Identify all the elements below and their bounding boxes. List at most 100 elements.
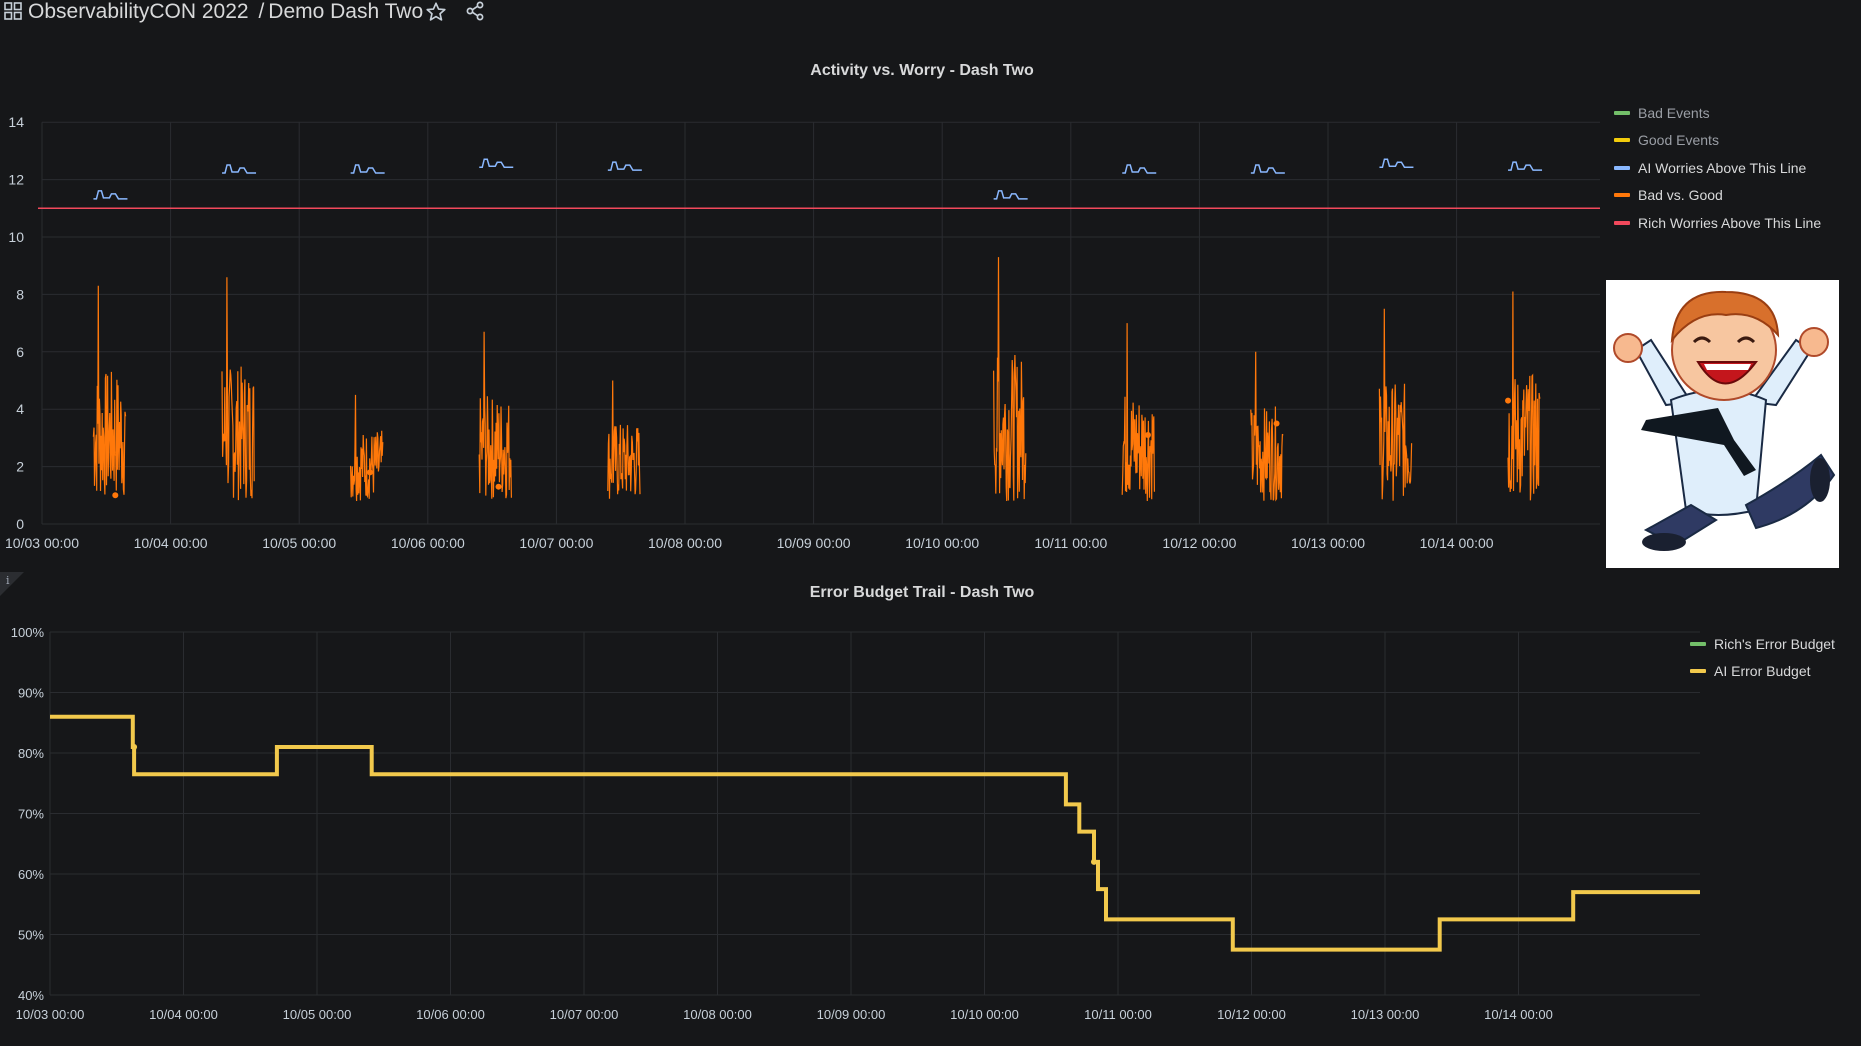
share-icon[interactable] [465,1,485,21]
series-bad-vs-good-burst [350,394,384,502]
x-tick-label: 10/09 00:00 [777,535,851,551]
series-ai-worries-segment [1122,164,1157,174]
activity-chart: 0 2 4 6 8 10 12 14 10/03 00:00 10/04 00:00 10/05 0… [5,114,1600,551]
x-tick-label: 10/03 00:00 [5,535,79,551]
y-tick-label: 90% [18,686,44,701]
panel-title-error-budget[interactable]: Error Budget Trail - Dash Two [809,584,1035,601]
x-tick-label: 10/14 00:00 [1420,535,1494,551]
series-bad-vs-good-point [1144,432,1151,439]
series-bad-vs-good-point [1505,397,1512,404]
y-tick-label: 100% [11,625,45,640]
activity-grid [41,121,1600,525]
legend-label: Bad vs. Good [1638,187,1723,204]
breadcrumb-dashboard-title[interactable]: Demo Dash Two [268,0,424,23]
series-bad-vs-good-burst [1250,351,1284,502]
x-tick-label: 10/08 00:00 [683,1007,752,1022]
dashboard-header: ObservabilityCON 2022 /Demo Dash Two [0,0,1861,26]
x-tick-label: 10/06 00:00 [416,1007,485,1022]
y-tick-label: 14 [8,114,24,130]
legend-label: Rich's Error Budget [1714,635,1835,652]
x-tick-label: 10/11 00:00 [1034,535,1107,551]
panel-info-corner[interactable] [0,572,24,596]
series-ai-worries-segment [222,164,257,174]
series-bad-vs-good-burst [1507,291,1541,501]
series-ai-worries-segment [93,190,128,200]
legend-label: Bad Events [1638,104,1710,121]
legend-swatch [1690,641,1706,646]
legend-item[interactable]: Rich's Error Budget [1690,630,1835,658]
series-ai-worries-segment [350,164,385,174]
breadcrumb-folder[interactable]: ObservabilityCON 2022 [28,0,249,23]
y-tick-label: 6 [16,344,24,360]
series-ai-worries-segment [1379,158,1414,168]
legend-item[interactable]: Bad vs. Good [1614,182,1821,210]
legend-label: Rich Worries Above This Line [1638,214,1822,231]
legend-label: AI Worries Above This Line [1638,159,1807,176]
x-tick-label: 10/12 00:00 [1162,535,1236,551]
y-tick-label: 50% [18,928,44,943]
series-bad-vs-good-burst [993,257,1027,502]
legend-item[interactable]: Rich Worries Above This Line [1614,209,1821,237]
series-ai-error-budget [50,714,1700,952]
series-bad-vs-good-burst [1378,308,1413,501]
legend-swatch [1614,165,1630,170]
x-tick-label: 10/05 00:00 [262,535,336,551]
cartoon-boy-illustration [1613,290,1836,551]
breadcrumb-separator: / [258,0,265,23]
series-ai-worries-segment [607,161,642,171]
series-ai-worries-segment [993,190,1028,200]
series-ai-worries-segment [479,158,514,168]
x-tick-label: 10/09 00:00 [817,1007,886,1022]
x-tick-label: 10/04 00:00 [134,535,208,551]
y-tick-label: 80% [18,746,44,761]
x-tick-label: 10/10 00:00 [950,1007,1019,1022]
info-icon[interactable]: i [6,574,10,587]
y-tick-label: 60% [18,867,44,882]
y-tick-label: 70% [18,807,44,822]
legend-item[interactable]: AI Error Budget [1690,658,1835,686]
legend-swatch [1690,669,1706,674]
x-tick-label: 10/08 00:00 [648,535,722,551]
star-icon[interactable] [425,1,447,23]
series-ai-error-budget-point [1090,858,1097,865]
series-ai-error-budget-point [131,743,138,750]
legend-item[interactable]: AI Worries Above This Line [1614,154,1821,182]
activity-legend: Bad Events Good Events AI Worries Above Th… [1614,99,1821,237]
y-tick-label: 40% [18,988,44,1003]
panel-title-activity[interactable]: Activity vs. Worry - Dash Two [810,62,1034,79]
series-bad-vs-good-burst [92,285,127,495]
series-bad-vs-good-point [109,449,116,456]
legend-item[interactable]: Good Events [1614,127,1821,155]
y-tick-label: 8 [16,286,24,302]
x-tick-label: 10/14 00:00 [1484,1007,1553,1022]
x-tick-label: 10/12 00:00 [1217,1007,1286,1022]
grid-icon[interactable] [4,2,22,20]
series-bad-vs-good-burst [607,380,641,499]
series-ai-worries-segment [1250,164,1285,174]
series-ai-worries-segment [1508,161,1543,171]
series-bad-vs-good-burst [478,331,512,499]
error-budget-legend: Rich's Error Budget AI Error Budget [1690,630,1835,685]
x-tick-label: 10/04 00:00 [149,1007,218,1022]
legend-swatch [1614,138,1630,143]
legend-swatch [1614,193,1630,198]
error-budget-grid [49,631,1700,996]
y-tick-label: 2 [16,459,24,475]
legend-label: AI Error Budget [1714,663,1811,680]
legend-label: Good Events [1638,132,1719,149]
series-bad-vs-good-point [1273,420,1280,427]
x-tick-label: 10/13 00:00 [1291,535,1365,551]
y-tick-label: 4 [16,401,24,417]
legend-item[interactable]: Bad Events [1614,99,1821,127]
series-bad-vs-good-point [495,483,502,490]
legend-swatch [1614,110,1630,115]
x-tick-label: 10/13 00:00 [1351,1007,1420,1022]
x-tick-label: 10/06 00:00 [391,535,465,551]
x-tick-label: 10/10 00:00 [905,535,979,551]
x-tick-label: 10/07 00:00 [550,1007,619,1022]
x-tick-label: 10/03 00:00 [16,1007,85,1022]
x-tick-label: 10/11 00:00 [1084,1007,1152,1022]
series-bad-vs-good-point [366,469,373,476]
x-tick-label: 10/07 00:00 [519,535,593,551]
legend-swatch [1614,220,1630,225]
